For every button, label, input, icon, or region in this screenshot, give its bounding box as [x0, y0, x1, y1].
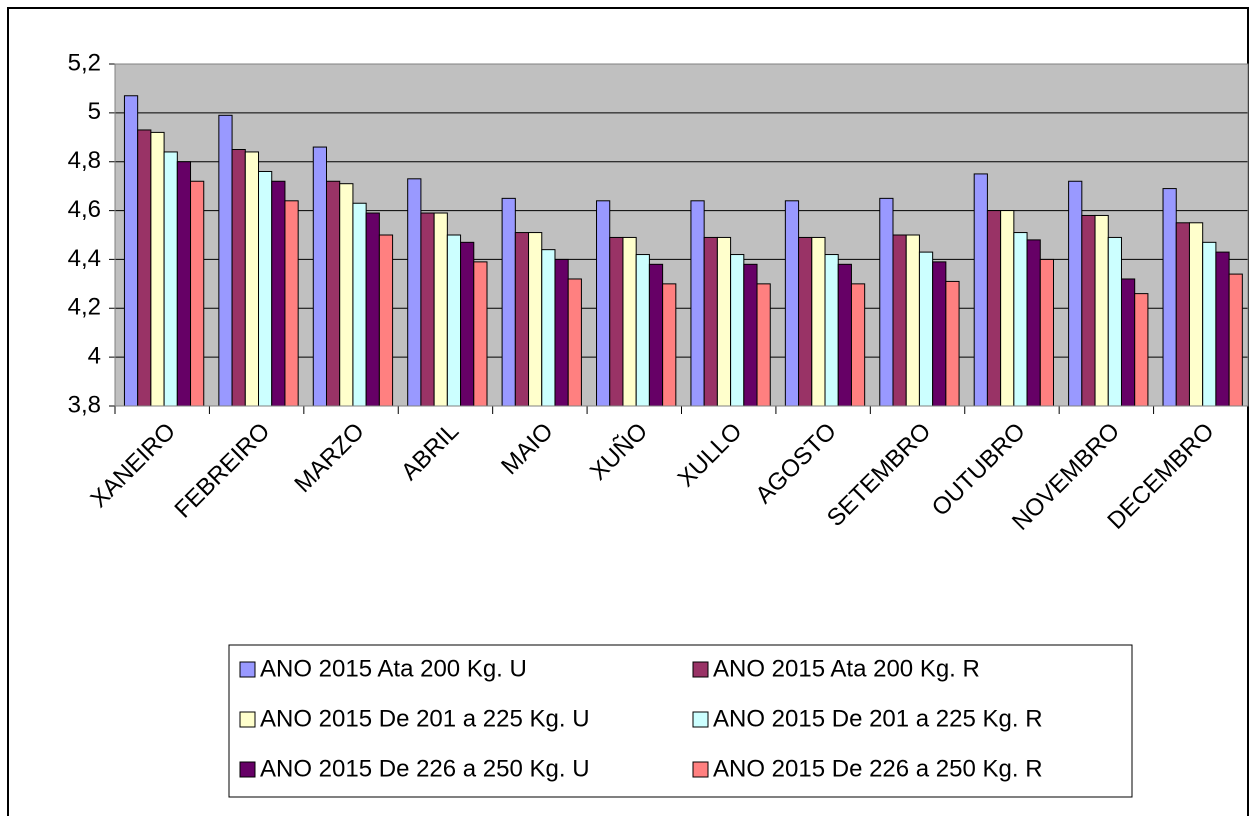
bar	[1215, 251, 1230, 407]
bar	[596, 200, 611, 407]
legend-label: ANO 2015 De 226 a 250 Kg. R	[713, 755, 1043, 782]
bar	[339, 183, 354, 407]
bar	[150, 131, 165, 407]
y-tick-label: 4,8	[68, 147, 101, 174]
bar	[798, 236, 813, 407]
legend-swatch	[692, 711, 709, 728]
legend-label: ANO 2015 Ata 200 Kg. U	[260, 655, 527, 682]
bar	[730, 254, 745, 407]
bar	[271, 180, 286, 407]
bar	[231, 149, 246, 407]
legend-label: ANO 2015 De 201 a 225 Kg. R	[713, 705, 1043, 732]
bar	[244, 151, 260, 407]
bar	[1162, 188, 1177, 407]
bar	[284, 200, 299, 407]
bar	[703, 236, 718, 407]
bar	[690, 200, 705, 407]
bar	[879, 197, 894, 407]
bar	[1188, 222, 1204, 407]
bar	[1000, 210, 1015, 407]
y-tick-label: 4,6	[68, 196, 101, 223]
bar	[609, 236, 624, 407]
bar	[1068, 180, 1083, 407]
bar	[365, 212, 380, 407]
bar	[986, 210, 1002, 407]
legend-box	[228, 644, 1133, 798]
bar	[1013, 232, 1028, 407]
y-tick-label: 5,2	[68, 49, 101, 76]
bar	[325, 180, 341, 407]
bar	[190, 180, 205, 407]
bar	[460, 241, 475, 407]
bar	[622, 236, 637, 407]
bar	[1175, 222, 1190, 407]
legend-swatch	[239, 711, 256, 728]
bar	[973, 173, 988, 407]
bar	[528, 232, 543, 407]
y-tick-label: 4	[88, 342, 101, 369]
bar	[446, 234, 462, 407]
bar	[433, 212, 448, 407]
bar	[567, 278, 582, 407]
bar	[932, 261, 947, 407]
bar	[1202, 241, 1217, 407]
legend-swatch	[692, 661, 709, 678]
bar	[716, 236, 732, 407]
bar	[541, 249, 556, 407]
bar	[945, 280, 960, 407]
bar	[1120, 278, 1136, 407]
y-tick-label: 5	[88, 98, 101, 125]
bar	[1039, 258, 1055, 407]
y-tick-label: 4,4	[68, 245, 101, 272]
bar	[378, 234, 394, 407]
bar	[514, 232, 530, 407]
legend-label: ANO 2015 Ata 200 Kg. R	[713, 655, 980, 682]
bar	[824, 254, 839, 407]
bar	[905, 234, 920, 407]
bar	[784, 200, 800, 407]
bar	[312, 146, 327, 407]
plot-border	[114, 63, 1249, 407]
legend-label: ANO 2015 De 226 a 250 Kg. U	[260, 755, 590, 782]
bar	[743, 263, 758, 407]
bar	[837, 263, 852, 407]
bar	[137, 129, 152, 407]
bar	[352, 202, 367, 407]
bar	[554, 258, 569, 407]
bar	[473, 261, 488, 407]
bar	[123, 95, 139, 407]
legend-swatch	[239, 661, 256, 678]
legend-label: ANO 2015 De 201 a 225 Kg. U	[260, 705, 590, 732]
bar	[1134, 293, 1149, 407]
bar	[176, 161, 192, 407]
legend-swatch	[239, 761, 256, 778]
bar	[635, 254, 650, 407]
y-tick-label: 3,8	[68, 391, 101, 418]
bar	[850, 283, 866, 407]
bar	[1081, 214, 1096, 407]
bar	[420, 212, 435, 407]
plot-area	[115, 64, 1248, 406]
bar	[892, 234, 907, 407]
bar	[218, 114, 233, 407]
bar	[918, 251, 934, 407]
bar	[662, 283, 677, 407]
bar	[163, 151, 178, 407]
bar	[258, 170, 273, 407]
bar	[1107, 236, 1122, 407]
bar	[811, 236, 826, 407]
bar	[756, 283, 771, 407]
bar	[1094, 214, 1109, 407]
y-tick-label: 4,2	[68, 294, 101, 321]
bar	[648, 263, 664, 407]
legend-swatch	[692, 761, 709, 778]
bar	[501, 197, 516, 407]
bar	[407, 178, 422, 407]
bar	[1228, 273, 1243, 407]
bar	[1026, 239, 1041, 407]
